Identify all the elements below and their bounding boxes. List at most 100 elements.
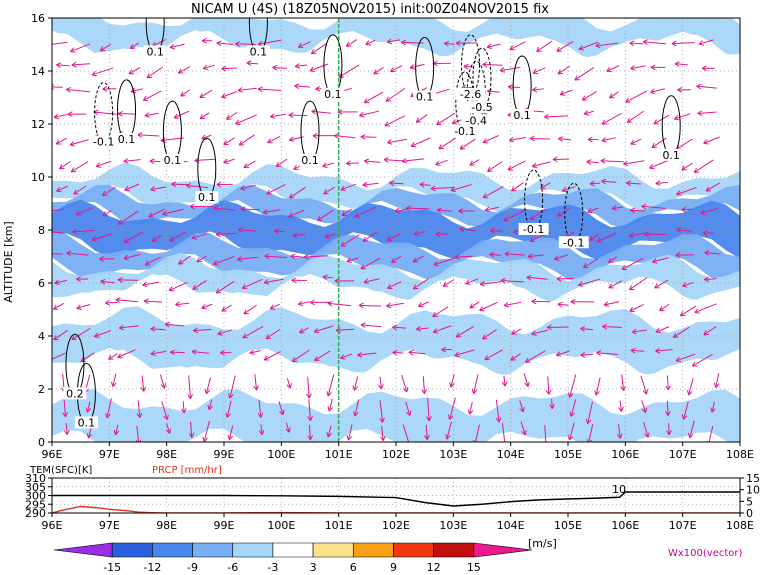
wind-vector [401,374,409,393]
wind-vector [312,132,335,139]
wind-vector [180,401,187,414]
wind-vector [651,257,669,264]
wind-vector [607,256,618,264]
sub-x-tick-label: 101E [325,519,353,532]
wind-vector [249,349,261,355]
wind-vector [545,376,552,395]
wind-vector [70,43,91,53]
wind-vector [601,112,622,125]
wind-vector [500,277,525,284]
wind-vector [360,257,381,270]
wind-vector [207,399,213,411]
wind-vector [704,276,717,283]
contour-label: -0.1 [93,136,114,149]
colorbar-bin [53,542,113,558]
wind-vector [432,306,449,318]
sub-axes: 96E 97E 98E 99E 100E 101E 102E 103E 104E 105E 106E… [25,472,760,532]
wind-vector [574,66,595,81]
wind-vector [578,41,599,51]
colorbar-unit: [m/s] [528,537,557,550]
contour-label: 0.1 [513,109,531,122]
wind-vector [52,84,63,90]
wind-vector [589,233,600,241]
wind-vector [171,181,189,188]
wind-vector [435,231,448,238]
wind-vector [105,398,113,419]
wind-vector [557,301,569,308]
sub-right-label: PRCP [mm/hr] [152,465,222,476]
wind-vector [217,329,232,336]
wind-vector [687,420,695,439]
wind-vector [294,63,308,69]
wind-vector [169,231,186,242]
wind-vector [227,425,234,440]
wind-vector [507,160,526,171]
wind-vector [601,137,617,143]
sub-x-tick-label: 96E [42,519,63,532]
wind-vector [549,398,555,410]
wind-vector [243,160,256,169]
wind-vector [242,326,264,339]
contour-label: 0.1 [118,133,136,146]
wind-vector [123,158,141,164]
x-tick-label: 104E [497,448,525,461]
wind-vector [310,43,328,55]
wind-vector [101,186,116,197]
sub-x-tick-label: 97E [99,519,120,532]
wind-vector [257,399,264,418]
wind-vector [495,399,502,423]
x-tick-label: 105E [554,448,582,461]
colorbar-bin [192,542,234,558]
colorbar-tick: 3 [310,561,317,574]
wind-vector [531,161,551,169]
wind-vector [73,185,87,195]
wind-vector [556,40,574,52]
wind-vector [482,328,497,340]
wind-vector [524,350,546,363]
wind-vector [609,91,619,99]
wind-vector [583,110,594,116]
wind-vector [401,157,425,164]
wind-vector [552,156,570,163]
contour-label: 0.1 [198,191,216,204]
wind-vector [144,256,161,266]
wind-vector [676,227,693,233]
sub-annotation: 10 [612,483,626,496]
wind-vector [641,203,666,210]
wind-vector [445,421,452,440]
wind-vector [531,329,548,336]
wind-vector [529,135,551,142]
colorbar-tick: 9 [390,561,397,574]
wind-vector [345,39,358,47]
wind-vector [618,400,624,412]
wind-vector [510,353,521,361]
wind-vector [111,373,117,387]
wind-vector [558,136,572,142]
wind-vector [360,322,382,329]
wind-vector [363,91,384,104]
wind-vector [626,110,644,123]
wind-vector [693,159,714,173]
wind-vector [142,90,162,101]
wind-vector [546,324,569,331]
wind-vector [556,350,570,357]
y-tick-label: 14 [31,65,45,78]
wind-vector [191,233,208,240]
wind-vector [201,303,213,310]
wind-vector [435,159,448,166]
wind-vector [160,137,184,143]
wind-vector [297,300,310,307]
wind-vector [123,253,142,261]
sub-series [52,491,740,513]
wind-vector [185,183,208,189]
wind-vector [100,278,115,285]
wind-vector [136,400,143,418]
vector-label: Wx100(vector) [668,548,743,559]
wind-vector [675,252,695,258]
sub-x-tick-label: 108E [726,519,754,532]
colorbar-bin [352,542,394,558]
wind-vector [118,210,139,225]
wind-vector [408,349,426,356]
y-axis-label: ALTITUDE [km] [2,221,15,302]
